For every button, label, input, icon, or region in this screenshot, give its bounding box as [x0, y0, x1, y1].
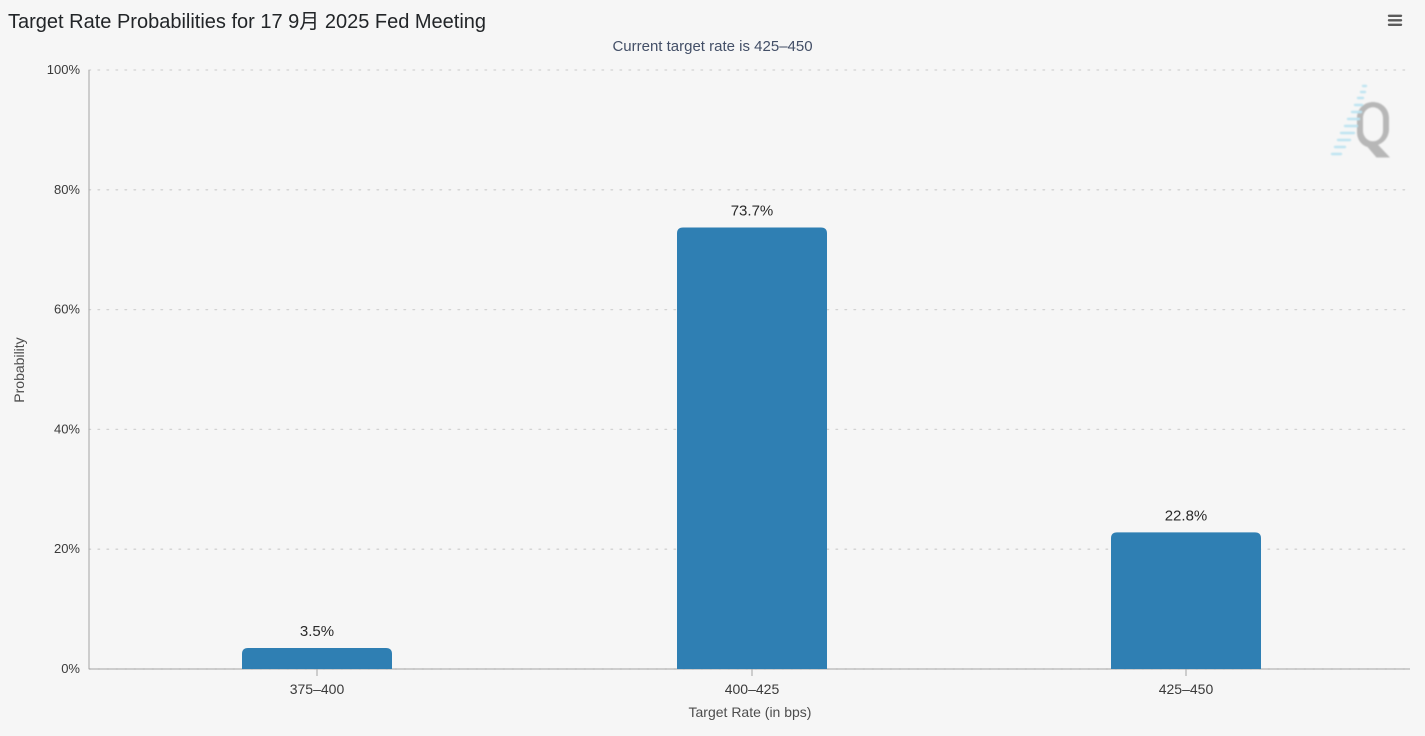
- svg-text:22.8%: 22.8%: [1165, 507, 1208, 524]
- svg-text:60%: 60%: [54, 302, 80, 317]
- svg-text:400–425: 400–425: [725, 681, 780, 697]
- svg-text:100%: 100%: [47, 62, 81, 77]
- svg-text:80%: 80%: [54, 182, 80, 197]
- svg-text:Probability: Probability: [11, 337, 27, 402]
- svg-text:375–400: 375–400: [290, 681, 345, 697]
- svg-text:425–450: 425–450: [1159, 681, 1214, 697]
- svg-text:73.7%: 73.7%: [731, 203, 774, 220]
- svg-text:20%: 20%: [54, 541, 80, 556]
- svg-text:Target Rate (in bps): Target Rate (in bps): [689, 704, 812, 720]
- svg-text:0%: 0%: [61, 661, 80, 676]
- svg-text:40%: 40%: [54, 421, 80, 436]
- svg-text:3.5%: 3.5%: [300, 623, 334, 640]
